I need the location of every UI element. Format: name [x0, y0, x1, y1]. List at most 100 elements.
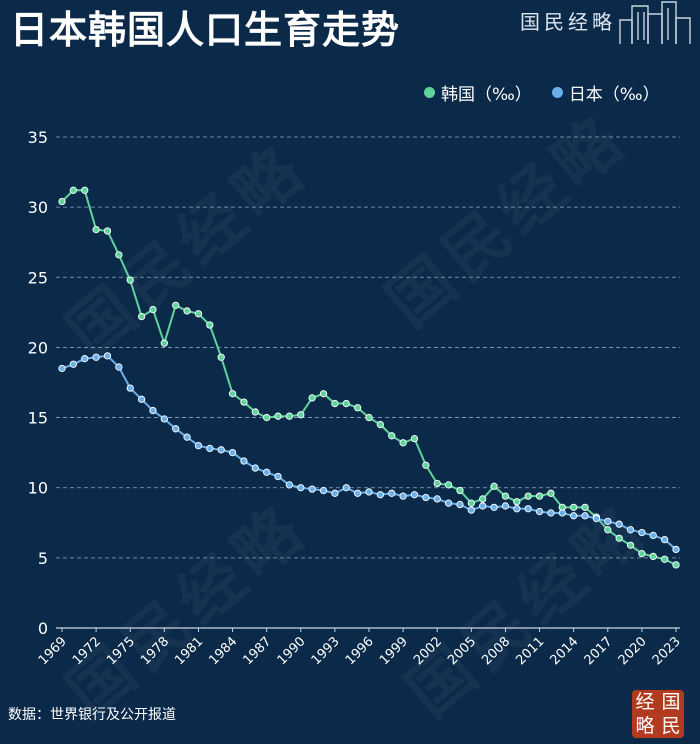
data-point-korea — [137, 312, 146, 321]
data-point-japan — [251, 464, 259, 472]
data-point-japan — [422, 493, 430, 502]
legend-item-korea: 韩国（‰） — [424, 80, 532, 105]
data-point-japan — [467, 506, 475, 514]
data-point-japan — [570, 512, 578, 520]
data-point-korea — [92, 225, 100, 234]
data-point-japan — [58, 364, 66, 373]
x-tick-label: 1987 — [240, 634, 274, 668]
data-point-japan — [308, 485, 316, 493]
data-point-japan — [444, 499, 453, 507]
data-point-japan — [103, 352, 112, 360]
stamp-char: 国 — [661, 691, 681, 713]
x-tick-label: 2020 — [616, 634, 650, 668]
data-point-korea — [263, 413, 271, 422]
data-point-japan — [535, 507, 544, 516]
data-point-japan — [285, 481, 294, 489]
data-point-korea — [649, 552, 657, 561]
x-axis-labels: 1969 1972 1975 1978 1981 1984 1987 1990 1993 1996… — [36, 634, 684, 668]
data-point-korea — [228, 390, 237, 398]
x-tick-label: 2002 — [411, 634, 445, 668]
data-point-japan — [92, 353, 100, 361]
data-point-japan — [172, 425, 180, 433]
data-point-korea — [524, 492, 532, 500]
data-point-japan — [69, 360, 78, 368]
data-point-japan — [501, 502, 510, 510]
data-point-korea — [160, 339, 168, 347]
data-point-korea — [69, 186, 78, 194]
stamp-char: 略 — [635, 715, 655, 737]
data-point-japan — [365, 488, 373, 496]
x-tick-label: 1975 — [104, 634, 138, 668]
legend-dot-korea — [424, 87, 435, 98]
data-point-korea — [274, 412, 282, 420]
data-point-japan — [638, 528, 646, 537]
data-point-korea — [331, 399, 339, 408]
data-point-korea — [285, 412, 294, 420]
data-point-korea — [103, 227, 112, 235]
data-point-japan — [194, 441, 203, 450]
data-point-korea — [81, 186, 89, 194]
data-point-japan — [672, 545, 680, 554]
x-tick-label: 1990 — [275, 634, 309, 668]
brand-stamp: 经 国 略 民 — [632, 690, 684, 738]
data-point-japan — [297, 484, 305, 492]
data-point-japan — [353, 489, 362, 497]
data-point-japan — [604, 517, 612, 526]
data-point-korea — [183, 307, 191, 315]
x-tick-label: 1972 — [70, 634, 104, 668]
data-point-korea — [342, 399, 350, 408]
data-point-korea — [581, 503, 589, 512]
chart-legend: 韩国（‰） 日本（‰） — [424, 80, 660, 105]
y-tick-label: 25 — [28, 268, 48, 287]
data-point-korea — [535, 492, 544, 500]
data-point-korea — [240, 398, 248, 406]
data-point-korea — [172, 301, 180, 309]
data-point-japan — [490, 503, 498, 512]
data-point-japan — [524, 505, 532, 513]
y-tick-label: 35 — [28, 128, 48, 147]
stamp-char: 经 — [635, 691, 655, 713]
data-point-japan — [183, 433, 191, 441]
x-tick-label: 2008 — [479, 634, 513, 668]
data-point-japan — [331, 489, 339, 497]
data-point-japan — [126, 384, 134, 392]
data-point-korea — [194, 310, 203, 318]
data-point-korea — [115, 251, 123, 259]
data-point-japan — [558, 509, 566, 517]
data-point-korea — [388, 432, 396, 440]
data-point-japan — [206, 444, 214, 453]
x-tick-label: 1978 — [138, 634, 172, 668]
data-point-korea — [490, 482, 498, 490]
data-point-korea — [217, 353, 225, 361]
data-point-korea — [456, 486, 464, 495]
data-point-korea — [672, 561, 680, 569]
data-point-korea — [251, 408, 259, 416]
data-point-korea — [58, 197, 66, 206]
data-point-korea — [206, 321, 214, 329]
data-point-japan — [615, 520, 623, 528]
legend-label-japan: 日本（‰） — [568, 85, 660, 105]
data-point-japan — [626, 526, 635, 534]
x-tick-label: 1981 — [172, 634, 206, 668]
data-point-japan — [388, 489, 396, 497]
y-tick-label: 0 — [38, 619, 48, 638]
x-tick-label: 2011 — [513, 634, 547, 668]
data-point-korea — [376, 420, 385, 429]
data-point-korea — [126, 276, 134, 284]
data-point-japan — [263, 468, 271, 476]
y-tick-label: 15 — [28, 409, 48, 428]
x-tick-label: 2023 — [650, 634, 684, 668]
data-point-korea — [319, 390, 328, 398]
data-point-korea — [433, 479, 441, 488]
data-point-japan — [649, 531, 657, 540]
data-point-japan — [660, 535, 669, 544]
data-point-japan — [479, 502, 487, 510]
data-point-japan — [581, 512, 589, 520]
x-tick-label: 2005 — [445, 634, 479, 668]
data-point-korea — [410, 434, 419, 443]
data-point-japan — [513, 505, 521, 513]
data-point-korea — [660, 555, 669, 563]
x-tick-label: 1969 — [36, 634, 70, 668]
x-tick-label: 1996 — [343, 634, 377, 668]
